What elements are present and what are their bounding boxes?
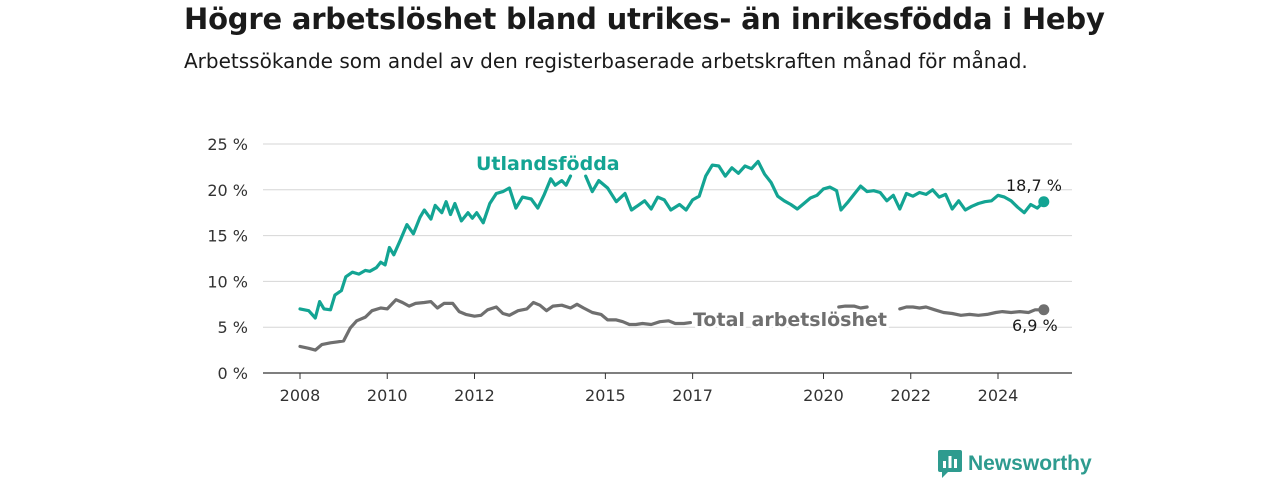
series-end-point: [1038, 304, 1050, 316]
x-tick-label: 2008: [280, 386, 321, 405]
x-tick-label: 2024: [978, 386, 1019, 405]
y-tick-label: 15 %: [207, 227, 248, 246]
y-tick-label: 20 %: [207, 181, 248, 200]
y-tick-label: 0 %: [218, 364, 248, 383]
x-tick-label: 2017: [672, 386, 713, 405]
x-tick-label: 2020: [803, 386, 844, 405]
gridlines: [263, 143, 1072, 328]
series-name-label: Utlandsfödda: [476, 153, 620, 175]
end-value-label: 18,7 %: [1006, 176, 1062, 195]
x-tick-label: 2012: [454, 386, 495, 405]
newsworthy-logo[interactable]: Newsworthy: [938, 450, 1092, 478]
series-line-1: [898, 305, 1046, 317]
x-tick-label: 2010: [367, 386, 408, 405]
axes: 0 % 5 % 10 % 15 % 20 % 25 % 2008 2010 2012 2015 20…: [207, 135, 1072, 405]
series-lines: [298, 159, 1050, 352]
x-tick-label: 2022: [890, 386, 931, 405]
y-tick-label: 10 %: [207, 272, 248, 291]
series-line-0: [584, 159, 1046, 215]
series-line-1: [298, 298, 692, 352]
chart-title: Högre arbetslöshet bland utrikes- än inr…: [184, 2, 1105, 36]
bar-chart-bubble-icon: [938, 450, 962, 478]
series-name-halo: Total arbetslöshet: [693, 309, 887, 331]
line-chart: 0 % 5 % 10 % 15 % 20 % 25 % 2008 2010 2012 2015 20…: [207, 135, 1072, 405]
series-line-0: [298, 174, 573, 320]
series-line-1: [837, 304, 869, 310]
series-end-point: [1038, 196, 1050, 208]
brand-name: Newsworthy: [968, 452, 1092, 475]
x-tick-label: 2015: [585, 386, 626, 405]
end-value-label: 6,9 %: [1012, 316, 1058, 335]
y-tick-label: 25 %: [207, 135, 248, 154]
chart-subtitle: Arbetssökande som andel av den registerb…: [184, 49, 1028, 73]
series-name-label: Total arbetslöshet: [693, 309, 887, 331]
y-tick-label: 5 %: [218, 318, 248, 337]
